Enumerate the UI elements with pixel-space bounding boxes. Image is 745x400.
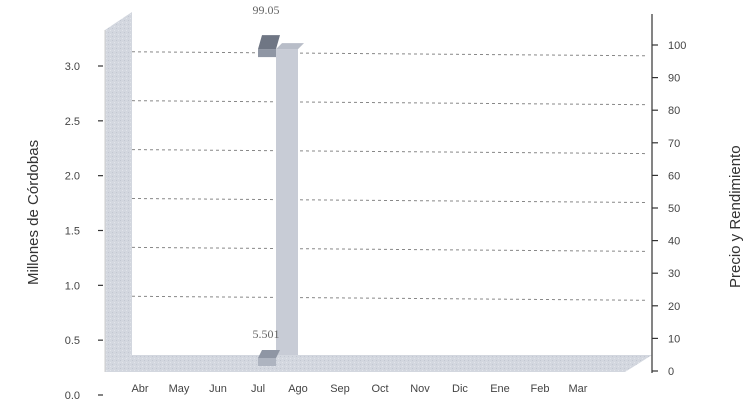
category-label: May [169,383,190,395]
left-tick-label: 2.5 [65,116,80,128]
right-tick-label: 0 [668,366,674,378]
bar-volume-top [258,350,280,358]
right-tick-label: 80 [668,105,680,117]
right-tick-label: 10 [668,333,680,345]
category-label: Ene [490,383,510,395]
data-labels: 99.05 5.501 [253,3,280,341]
price-marker-front [258,49,276,58]
bars [258,35,304,366]
data-label-price: 99.05 [253,3,280,17]
left-tick-label: 0.5 [65,335,80,347]
right-axis-title: Precio y Rendimiento [727,145,744,288]
right-tick-label: 60 [668,170,680,182]
gridline [131,149,646,155]
price-marker-top [258,35,280,50]
category-label: Feb [531,383,550,395]
right-axis-ticks: 0 10 20 30 40 50 60 70 80 90 100 [652,40,686,378]
right-tick-label: 90 [668,73,680,85]
right-tick-label: 30 [668,268,680,280]
right-tick-label: 20 [668,301,680,313]
gridline [131,197,646,203]
left-axis-title: Millones de Córdobas [25,140,42,285]
data-label-volume: 5.501 [253,327,280,341]
back-wall-left-side [105,12,132,372]
gridlines [131,51,646,301]
left-tick-label: 3.0 [65,61,80,73]
left-axis-ticks: 0.0 0.5 1.0 1.5 2.0 2.5 3.0 [65,61,103,400]
category-label: Abr [131,383,148,395]
category-label: Jun [209,383,227,395]
category-label: Nov [410,383,430,395]
bar-volume-front [258,358,276,366]
right-tick-label: 100 [668,40,686,52]
gridline [131,246,646,252]
gridline [131,100,646,106]
category-label: Sep [330,383,350,395]
category-label: Ago [288,383,308,395]
right-tick-label: 50 [668,203,680,215]
category-label: Mar [569,383,588,395]
bar-price-top [276,43,304,50]
right-tick-label: 40 [668,236,680,248]
gridline [131,295,646,301]
category-label: Oct [371,383,388,395]
category-label: Jul [251,383,265,395]
left-tick-label: 1.5 [65,226,80,238]
bar-price-front [276,49,298,356]
category-labels: Abr May Jun Jul Ago Sep Oct Nov Dic Ene Feb Mar [131,383,587,395]
left-tick-label: 1.0 [65,280,80,292]
category-label: Dic [452,383,468,395]
left-tick-label: 2.0 [65,171,80,183]
right-tick-label: 70 [668,138,680,150]
gridline [131,51,646,57]
floor [105,355,652,372]
left-tick-label: 0.0 [65,390,80,400]
